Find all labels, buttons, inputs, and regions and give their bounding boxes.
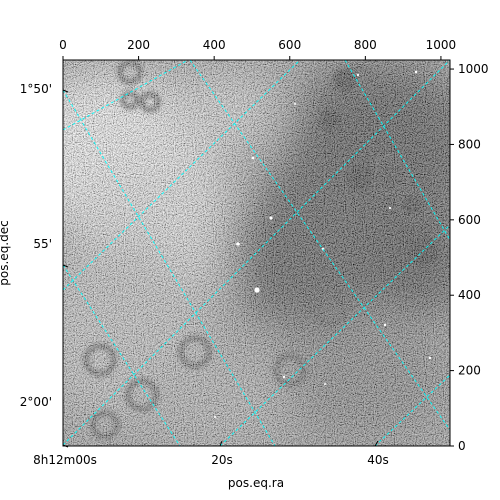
dec-tick-label: 55' xyxy=(33,237,52,251)
top-pixel-axis: 0 200 400 600 800 1000 xyxy=(59,38,456,60)
dec-tick-mark xyxy=(62,444,69,448)
top-tick-label: 0 xyxy=(59,38,67,52)
grid-line xyxy=(63,264,181,446)
grid-line xyxy=(63,60,450,446)
grid-line xyxy=(63,60,189,131)
grid-line xyxy=(344,60,450,241)
world-tick-marks xyxy=(62,89,379,448)
top-tick-label: 1000 xyxy=(426,38,457,52)
ra-tick-mark xyxy=(219,440,223,447)
top-tick-label: 800 xyxy=(354,38,377,52)
ra-tick-mark xyxy=(374,440,379,447)
ra-tick-label: 8h12m00s xyxy=(33,453,97,467)
axes-frame xyxy=(62,59,451,447)
top-tick-label: 600 xyxy=(278,38,301,52)
ra-tick-label: 40s xyxy=(367,453,389,467)
dec-tick-label: 1°50' xyxy=(20,82,52,96)
grid-line xyxy=(189,60,450,431)
ra-tick-label: 20s xyxy=(211,453,233,467)
right-tick-label: 200 xyxy=(458,364,481,378)
top-tick-label: 400 xyxy=(203,38,226,52)
right-pixel-axis: 0 200 400 600 800 1000 xyxy=(450,62,489,453)
x-axis-label: pos.eq.ra xyxy=(228,476,284,490)
dec-tick-mark xyxy=(62,264,69,268)
sky-image xyxy=(63,60,450,446)
right-tick-label: 600 xyxy=(458,213,481,227)
dec-tick-label: 2°00' xyxy=(20,395,52,409)
coordinate-grid xyxy=(63,60,450,446)
right-tick-label: 400 xyxy=(458,288,481,302)
right-tick-label: 800 xyxy=(458,137,481,151)
right-tick-label: 0 xyxy=(458,439,466,453)
y-axis-label: pos.eq.dec xyxy=(0,220,11,285)
dec-tick-mark xyxy=(62,89,69,93)
grid-line xyxy=(374,374,450,446)
grid-line xyxy=(219,224,450,446)
top-tick-label: 200 xyxy=(127,38,150,52)
right-tick-label: 1000 xyxy=(458,62,489,76)
grid-line xyxy=(63,60,301,291)
